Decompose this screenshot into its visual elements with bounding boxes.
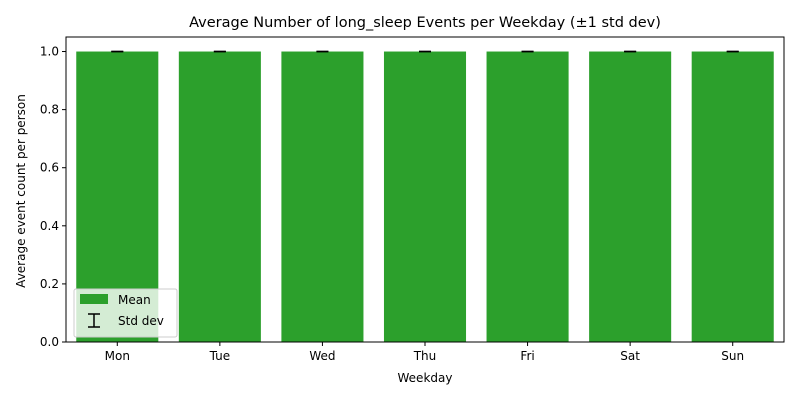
bar-fri: [486, 51, 569, 343]
legend: Mean Std dev: [73, 288, 178, 338]
x-tick-label-sat: Sat: [620, 349, 640, 363]
bar-thu: [383, 51, 467, 343]
y-tick-label: 0.6: [40, 161, 59, 175]
x-tick-label-mon: Mon: [105, 349, 130, 363]
bar-tue: [178, 51, 261, 343]
legend-stddev-label: Std dev: [118, 314, 164, 328]
x-tick-label-tue: Tue: [209, 349, 231, 363]
bars-layer: [76, 51, 774, 343]
y-tick-label: 1.0: [40, 45, 59, 59]
x-tick-label-sun: Sun: [721, 349, 744, 363]
x-tick-label-wed: Wed: [309, 349, 335, 363]
y-tick-label: 0.2: [40, 277, 59, 291]
y-tick-label: 0.0: [40, 335, 59, 349]
x-tick-label-fri: Fri: [520, 349, 534, 363]
ticks-layer: Mon Tue Wed Thu Fri Sat Sun 0.0 0.2 0.4 0.6 0.8 1.0: [40, 45, 744, 363]
chart-title: Average Number of long_sleep Events per …: [189, 15, 661, 31]
bar-wed: [281, 51, 364, 343]
y-tick-label: 0.8: [40, 103, 59, 117]
y-axis-label: Average event count per person: [14, 94, 28, 288]
x-tick-label-thu: Thu: [413, 349, 437, 363]
x-axis-label: Weekday: [398, 371, 453, 385]
bar-sat: [589, 51, 672, 343]
y-tick-label: 0.4: [40, 219, 59, 233]
legend-mean-label: Mean: [118, 293, 151, 307]
bar-sun: [691, 51, 774, 343]
legend-mean-swatch: [80, 294, 108, 304]
legend-stddev-icon: [88, 313, 100, 328]
